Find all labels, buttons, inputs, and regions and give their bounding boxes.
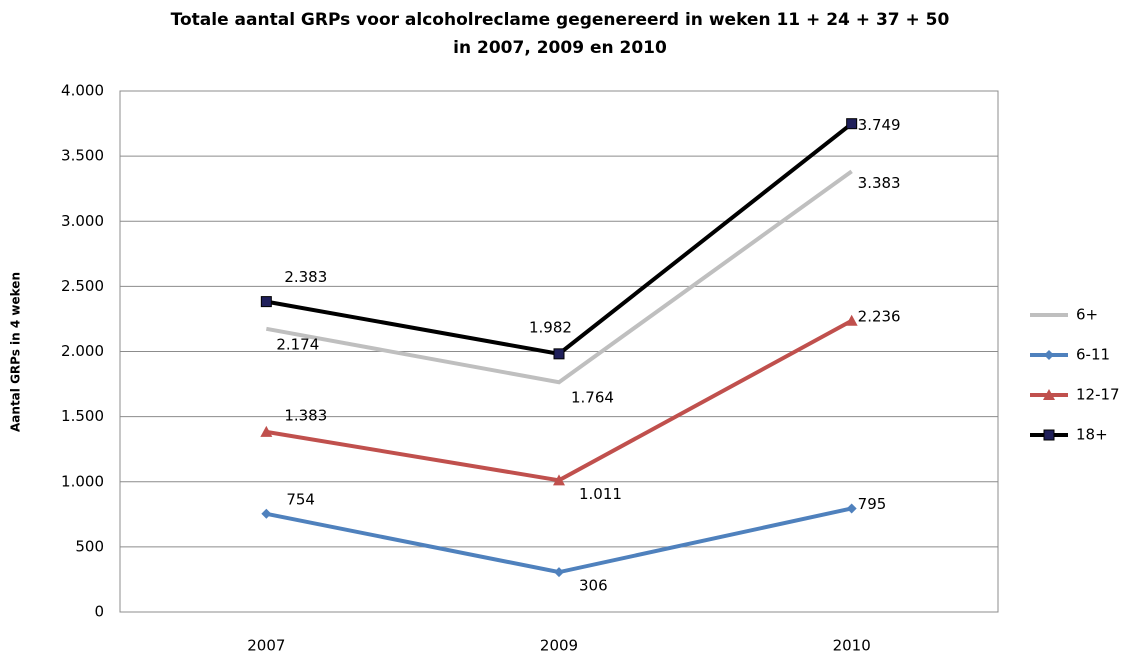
data-label: 1.982 <box>529 318 572 336</box>
y-tick-label: 3.000 <box>61 212 104 230</box>
y-tick-label: 1.000 <box>61 472 104 490</box>
y-tick-label: 2.500 <box>61 277 104 295</box>
marker <box>1043 389 1055 400</box>
marker <box>1044 350 1054 360</box>
data-label: 2.174 <box>276 335 319 353</box>
legend-label: 6-11 <box>1076 346 1110 364</box>
y-axis-label: Aantal GRPs in 4 weken <box>9 272 23 432</box>
data-label: 754 <box>286 490 315 508</box>
marker <box>260 296 272 308</box>
chart-title: in 2007, 2009 en 2010 <box>453 38 667 58</box>
marker <box>553 348 565 360</box>
marker <box>554 567 564 578</box>
data-label: 1.764 <box>571 389 614 407</box>
marker <box>1043 429 1055 441</box>
data-label: 2.383 <box>284 268 327 286</box>
marker <box>845 314 858 326</box>
legend-label: 6+ <box>1076 306 1098 324</box>
data-label: 2.236 <box>858 307 901 325</box>
data-label: 3.383 <box>858 174 901 192</box>
y-tick-label: 4.000 <box>61 82 104 100</box>
marker <box>261 508 272 519</box>
x-tick-label: 2010 <box>833 637 871 655</box>
data-label: 1.011 <box>579 485 622 503</box>
chart-title: Totale aantal GRPs voor alcoholreclame g… <box>171 10 950 30</box>
y-tick-label: 3.500 <box>61 147 104 165</box>
x-tick-label: 2009 <box>540 637 578 655</box>
y-tick-label: 500 <box>75 537 104 555</box>
series-line <box>265 169 853 385</box>
legend-label: 12-17 <box>1076 386 1120 404</box>
data-label: 1.383 <box>284 406 327 424</box>
marker <box>553 474 565 486</box>
marker <box>846 503 857 514</box>
legend-label: 18+ <box>1076 426 1108 444</box>
data-label: 306 <box>579 577 608 595</box>
marker <box>260 425 273 437</box>
plot-border <box>119 90 999 613</box>
x-tick-label: 2007 <box>247 637 285 655</box>
series-line <box>265 506 853 575</box>
y-tick-label: 0 <box>94 603 104 621</box>
marker <box>846 118 858 130</box>
data-label: 795 <box>858 495 887 513</box>
y-tick-label: 2.000 <box>61 342 104 360</box>
data-label: 3.749 <box>858 116 901 134</box>
y-tick-label: 1.500 <box>61 407 104 425</box>
